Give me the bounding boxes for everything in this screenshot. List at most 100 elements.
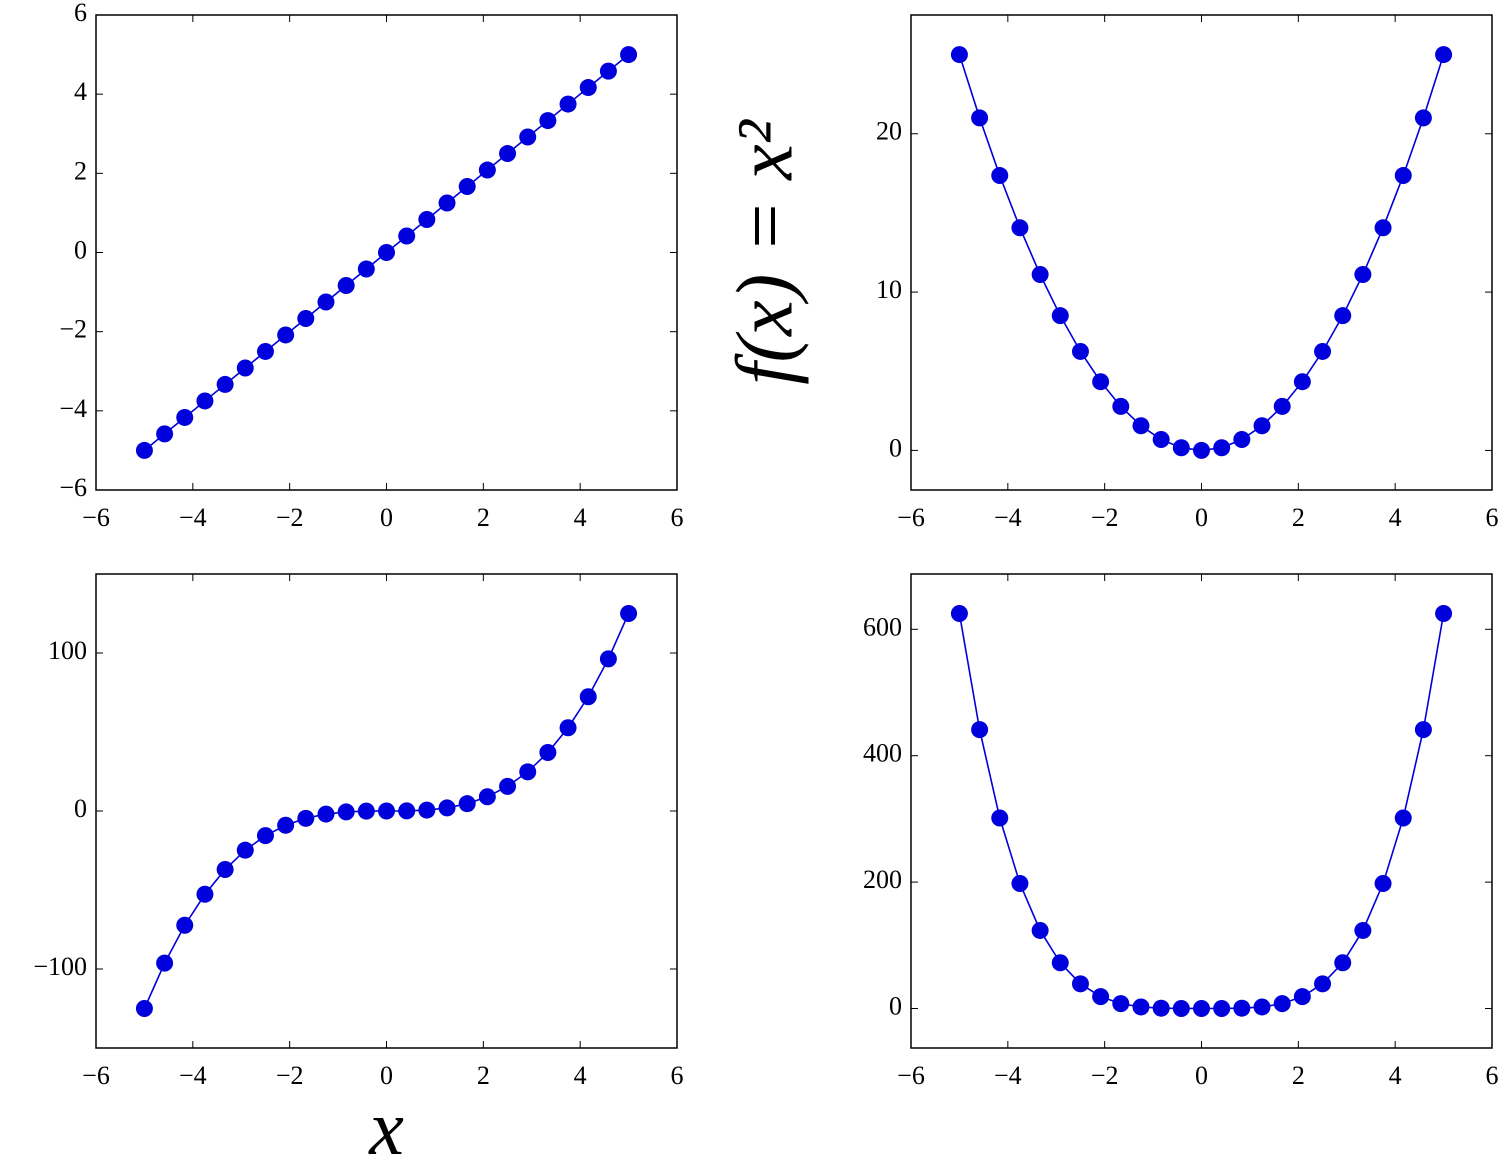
marker — [1011, 219, 1029, 237]
marker — [1092, 988, 1110, 1006]
marker — [1051, 307, 1069, 325]
marker — [378, 244, 395, 261]
marker — [1435, 46, 1453, 64]
marker — [236, 841, 254, 859]
marker — [499, 777, 517, 795]
y-tick-label: 0 — [74, 794, 87, 823]
y-tick-label: 100 — [48, 636, 87, 665]
y-tick-label: 20 — [876, 117, 902, 146]
marker — [156, 954, 174, 972]
x-tick-label: 6 — [671, 503, 684, 532]
marker — [1334, 954, 1352, 972]
marker — [559, 95, 577, 113]
marker — [1233, 430, 1251, 448]
y-tick-label: 200 — [863, 865, 902, 894]
x-tick-label: −4 — [179, 503, 207, 532]
x-tick-label: 2 — [477, 1061, 490, 1090]
marker — [378, 802, 395, 820]
marker — [1071, 342, 1089, 360]
marker — [297, 309, 315, 327]
y-tick-label: 10 — [876, 275, 902, 304]
marker — [1354, 921, 1372, 939]
x-tick-label: 0 — [1195, 503, 1208, 532]
x-tick-label: −4 — [994, 503, 1022, 532]
marker — [398, 227, 416, 245]
marker — [599, 650, 617, 668]
marker — [1273, 397, 1291, 415]
marker — [599, 62, 617, 80]
marker — [1152, 999, 1170, 1017]
marker — [176, 916, 194, 934]
marker — [1132, 417, 1150, 435]
marker — [950, 46, 968, 64]
marker — [1172, 999, 1190, 1017]
x-tick-label: 4 — [1389, 1061, 1402, 1090]
marker — [135, 1000, 153, 1017]
x-tick-label: −2 — [276, 1061, 304, 1090]
y-tick-label: −4 — [59, 394, 87, 423]
x-tick-label: 2 — [477, 503, 490, 532]
marker — [1193, 441, 1210, 459]
marker — [1031, 921, 1049, 939]
marker — [1414, 109, 1432, 127]
marker — [1314, 342, 1332, 360]
marker — [277, 816, 295, 834]
x-tick-label: −6 — [897, 1061, 925, 1090]
marker — [519, 128, 537, 146]
marker — [196, 885, 214, 903]
series-line — [958, 613, 1445, 1010]
x-tick-label: 6 — [671, 1061, 684, 1090]
marker — [256, 827, 274, 845]
marker — [559, 719, 577, 737]
x-tick-label: 6 — [1486, 503, 1499, 532]
marker — [337, 276, 355, 294]
x-tick-label: −4 — [994, 1061, 1022, 1090]
x-tick-label: 4 — [574, 1061, 587, 1090]
marker — [499, 145, 517, 163]
marker — [1152, 430, 1170, 448]
marker — [971, 109, 989, 127]
marker — [620, 46, 638, 64]
y-tick-label: 4 — [74, 77, 87, 106]
marker — [277, 326, 295, 344]
marker — [1193, 1000, 1210, 1017]
x-tick-label: −4 — [179, 1061, 207, 1090]
marker — [1293, 373, 1311, 391]
plot-frame — [910, 14, 1493, 491]
marker — [458, 178, 476, 196]
marker — [1112, 995, 1130, 1013]
y-tick-label: 0 — [889, 433, 902, 462]
y-tick-label: −2 — [59, 315, 87, 344]
marker — [1293, 988, 1311, 1006]
marker — [418, 801, 436, 819]
marker — [317, 293, 335, 311]
marker — [1414, 721, 1432, 739]
marker — [991, 809, 1009, 827]
marker — [438, 194, 456, 212]
marker — [539, 744, 557, 762]
marker — [1051, 954, 1069, 972]
marker — [579, 688, 597, 706]
marker — [1394, 809, 1412, 827]
marker — [620, 605, 638, 622]
marker — [256, 342, 274, 360]
marker — [1253, 417, 1271, 435]
y-tick-label: 400 — [863, 739, 902, 768]
marker — [1213, 439, 1231, 457]
marker — [1112, 397, 1130, 415]
marker — [1011, 874, 1029, 892]
marker — [398, 802, 416, 820]
x-tick-label: 4 — [1389, 503, 1402, 532]
marker — [418, 211, 436, 229]
marker — [317, 805, 335, 823]
marker — [216, 375, 234, 393]
x-tick-label: −6 — [897, 503, 925, 532]
marker — [357, 260, 375, 278]
marker — [1253, 998, 1271, 1016]
marker — [579, 79, 597, 97]
y-tick-label: −6 — [59, 473, 87, 502]
x-tick-label: 2 — [1292, 1061, 1305, 1090]
marker — [519, 763, 537, 781]
marker — [1132, 998, 1150, 1016]
